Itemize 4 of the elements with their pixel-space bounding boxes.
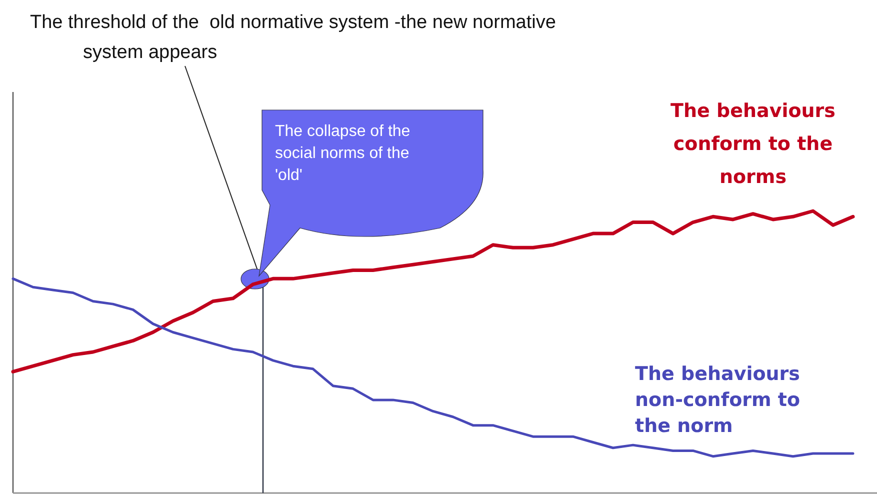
series-label: The behaviours non-conform to the norm [635, 363, 800, 437]
series-label: The behaviours conform to the norms [670, 100, 836, 188]
text: The collapse of the social norms of the 'old' [275, 123, 410, 184]
text: The threshold of the old normative system -the new normative system appears [30, 12, 556, 63]
